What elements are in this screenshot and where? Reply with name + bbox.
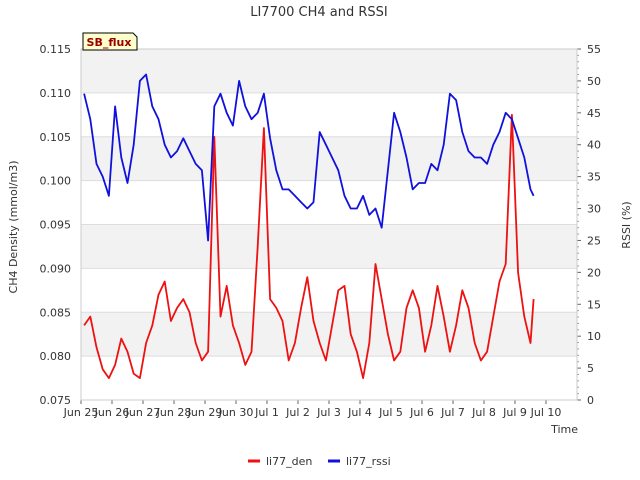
y-axis-right-label: RSSI (%): [620, 201, 633, 248]
y-right-tick-label: 25: [587, 234, 601, 247]
x-tick-label: Jun 30: [218, 406, 254, 419]
y-left-tick-label: 0.095: [40, 219, 72, 232]
y-right-tick-label: 40: [587, 139, 601, 152]
y-axis-left-label: CH4 Density (mmol/m3): [7, 161, 20, 294]
y-left-tick-label: 0.100: [40, 175, 72, 188]
plot-frame: [80, 48, 578, 401]
site-badge: SB_flux: [82, 32, 138, 51]
y-right-tick-label: 35: [587, 171, 601, 184]
y-right-tick-label: 50: [587, 75, 601, 88]
y-left-tick-label: 0.075: [40, 394, 72, 407]
y-left-tick-label: 0.115: [40, 43, 72, 56]
x-tick-label: Jun 29: [187, 406, 223, 419]
site-badge-label: SB_flux: [87, 36, 132, 49]
series-line-li77_rssi: [83, 73, 535, 242]
y-left-tick-label: 0.090: [40, 262, 72, 275]
series-layer: [83, 73, 535, 380]
x-axis-label: Time: [550, 423, 578, 436]
background-band: [81, 49, 577, 93]
background-band: [81, 136, 577, 181]
x-tick-label: Jul 6: [409, 406, 434, 419]
x-tick-label: Jul 8: [471, 406, 496, 419]
y-right-tick-label: 55: [587, 43, 601, 56]
x-tick-label: Jul 4: [347, 406, 372, 419]
y-right-tick-label: 30: [587, 203, 601, 216]
y-right-tick-label: 5: [587, 362, 594, 375]
series-line-li77_den: [83, 113, 535, 380]
x-tick-label: Jul 10: [530, 406, 562, 419]
chart-title: LI7700 CH4 and RSSI: [250, 5, 388, 20]
y-left-tick-label: 0.080: [40, 350, 72, 363]
x-tick-label: Jul 5: [378, 406, 403, 419]
x-tick-label: Jun 26: [94, 406, 130, 419]
x-tick-label: Jul 7: [440, 406, 465, 419]
legend-label-li77_rssi: li77_rssi: [346, 455, 391, 468]
y-left-tick-label: 0.085: [40, 306, 72, 319]
y-axis-left-ticks: 0.075 0.080 0.085 0.090 0.095 0.100 0.105 0.110…: [40, 43, 72, 407]
background-band: [81, 312, 577, 357]
x-tick-label: Jul 1: [254, 406, 279, 419]
x-tick-label: Jul 9: [502, 406, 527, 419]
legend: li77_den li77_rssi: [248, 455, 391, 468]
y-right-tick-label: 20: [587, 266, 601, 279]
y-right-tick-label: 45: [587, 107, 601, 120]
legend-label-li77_den: li77_den: [266, 455, 312, 468]
x-tick-label: Jun 28: [156, 406, 192, 419]
x-tick-label: Jul 2: [285, 406, 310, 419]
y-right-tick-label: 0: [587, 394, 594, 407]
background-band: [81, 224, 577, 269]
y-right-tick-label: 10: [587, 330, 601, 343]
x-tick-label: Jun 25: [63, 406, 99, 419]
y-left-tick-label: 0.110: [40, 87, 72, 100]
x-tick-label: Jun 27: [125, 406, 161, 419]
background-bands: [81, 49, 577, 357]
x-tick-label: Jul 3: [316, 406, 341, 419]
y-left-tick-label: 0.105: [40, 131, 72, 144]
y-right-tick-label: 15: [587, 298, 601, 311]
y-axis-right-ticks: 0 5 10 15 20 25 30 35 40 45 50 55: [577, 43, 601, 407]
